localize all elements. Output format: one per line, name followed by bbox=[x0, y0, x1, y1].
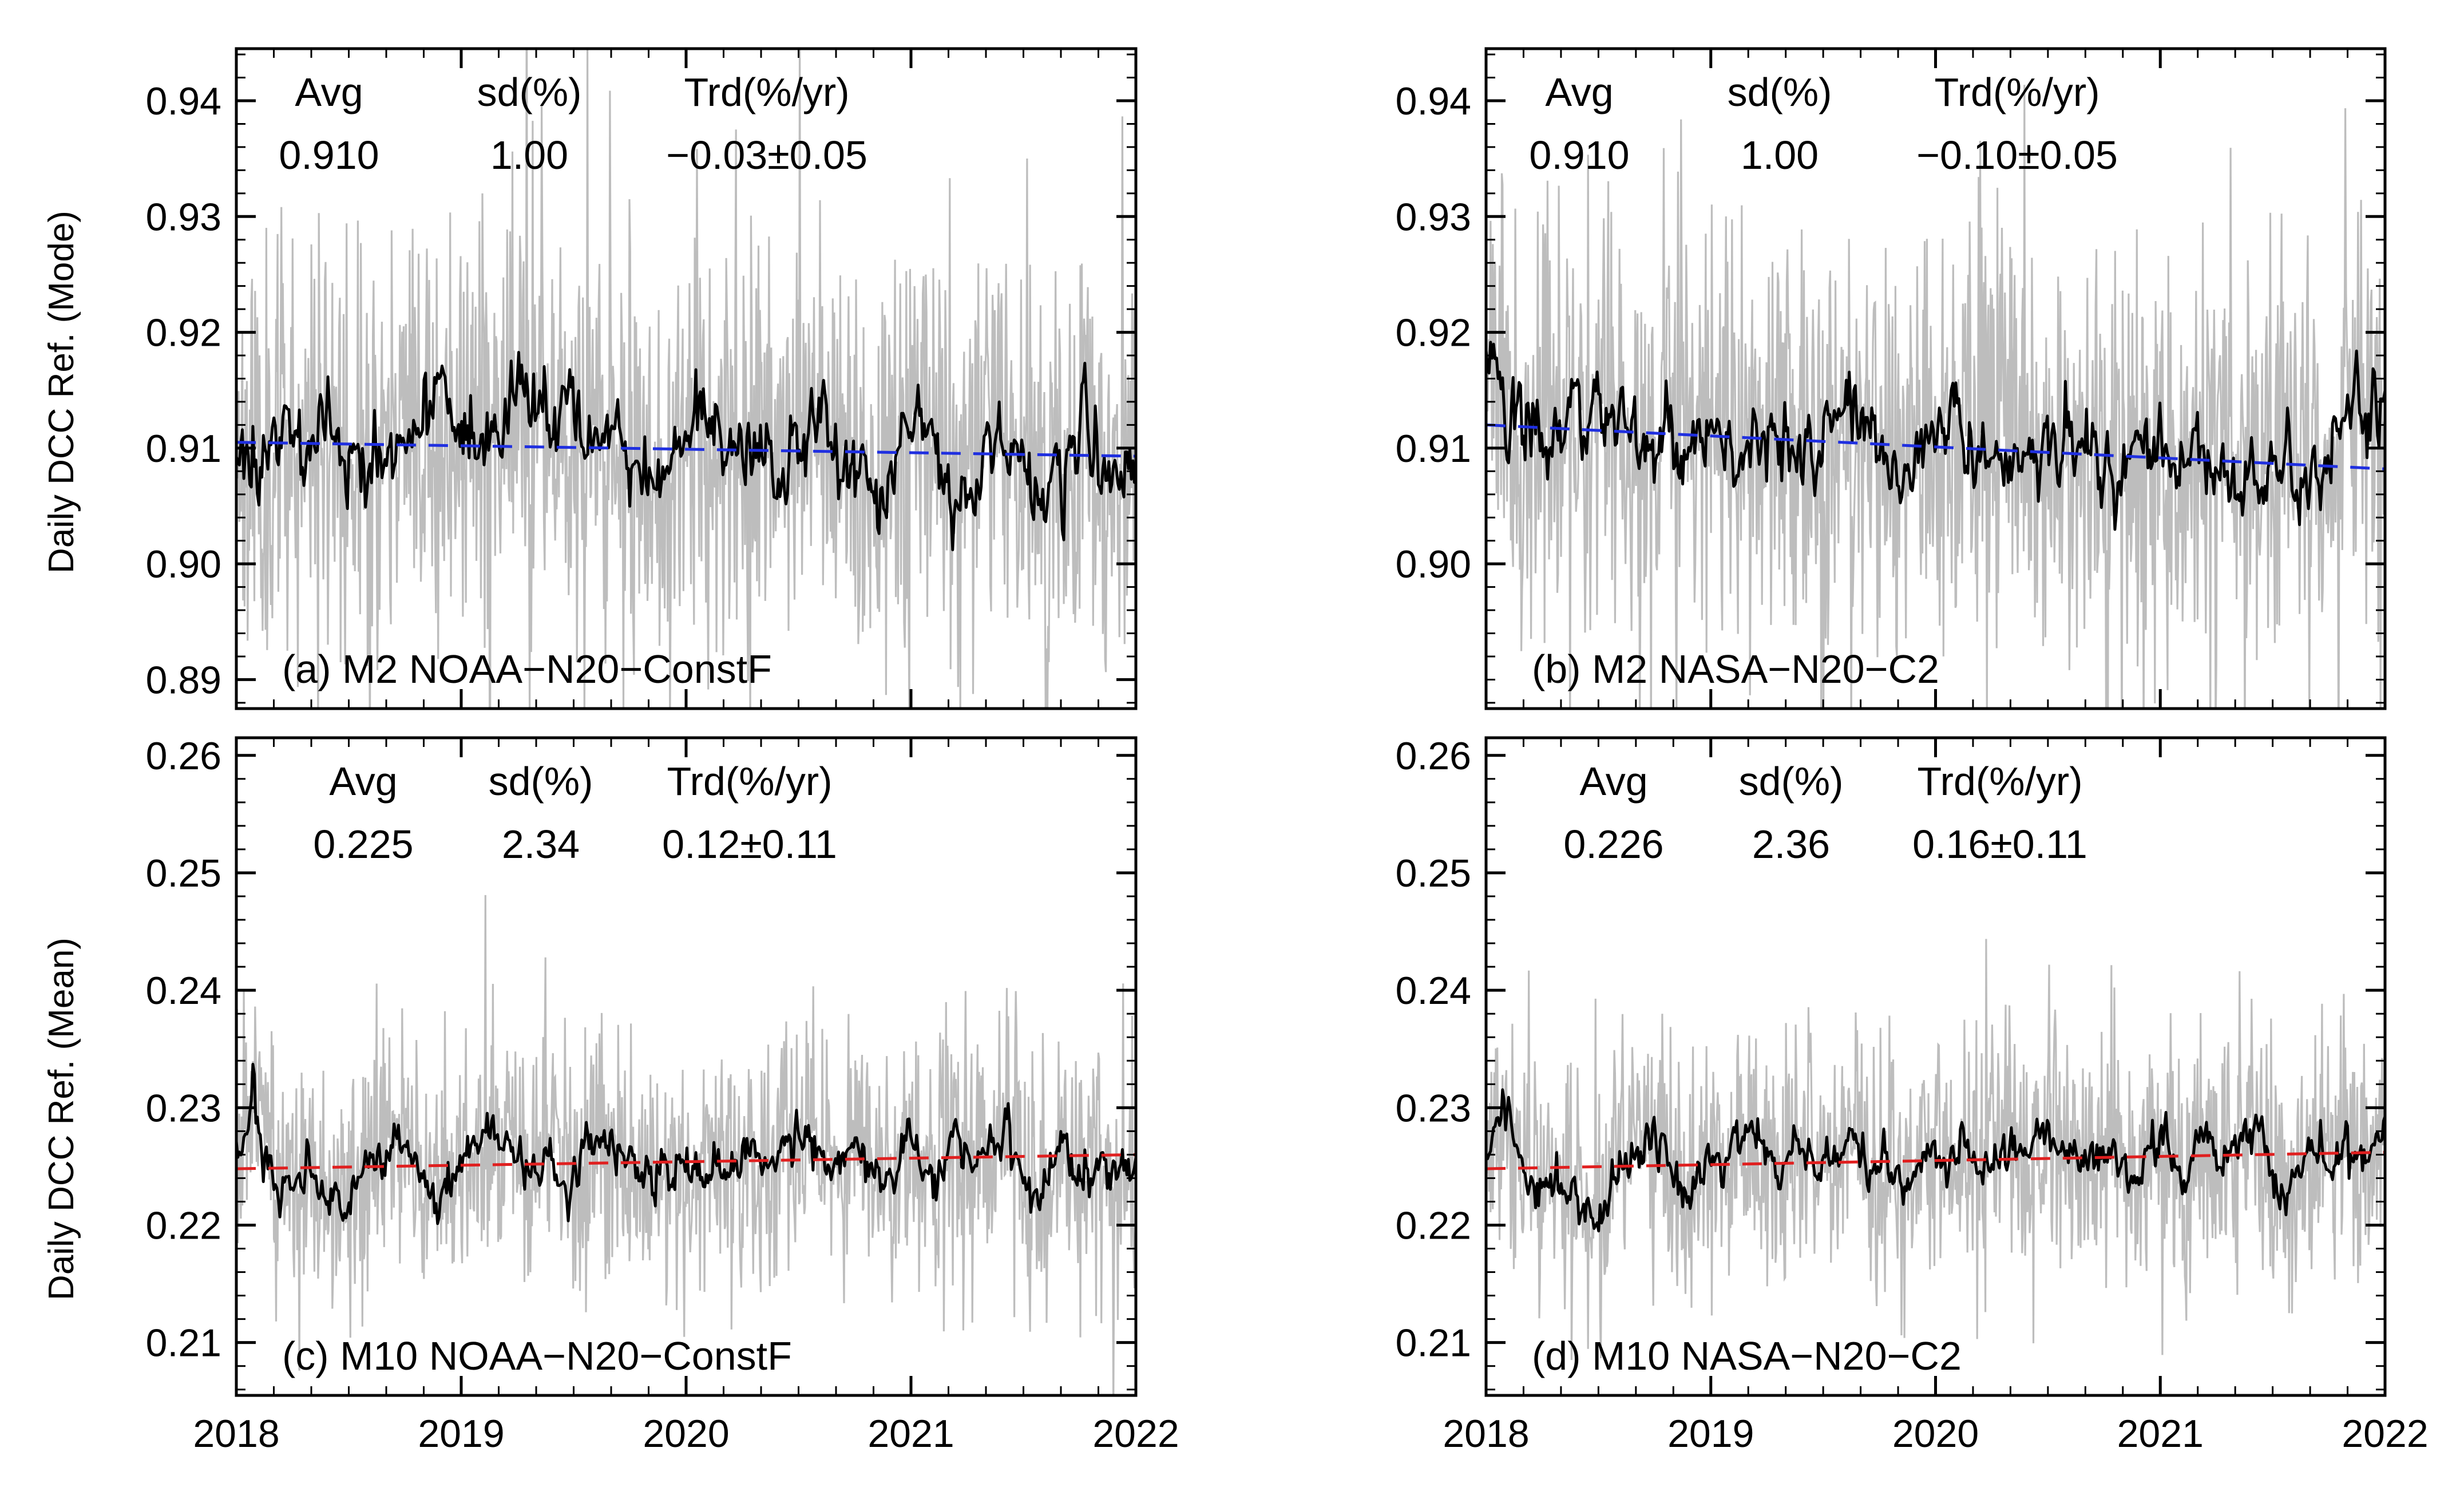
stat-trd-label: Trd(%/yr) bbox=[667, 759, 832, 804]
stat-trd-value: −0.03±0.05 bbox=[666, 133, 867, 177]
y-tick-label: 0.26 bbox=[146, 734, 221, 778]
stat-avg-label: Avg bbox=[295, 70, 363, 114]
y-tick-label: 0.90 bbox=[146, 543, 221, 586]
stat-avg-label: Avg bbox=[329, 759, 397, 804]
stat-avg-label: Avg bbox=[1545, 70, 1613, 114]
y-tick-label: 0.22 bbox=[146, 1204, 221, 1247]
trend-line bbox=[1486, 1150, 2385, 1170]
panel-a-m2-noaa: 0.89 0.90 0.91 0.92 0.93 0.94 Avg sd(%) Trd(%/yr… bbox=[146, 47, 1138, 710]
stat-sd-label: sd(%) bbox=[1728, 70, 1832, 114]
y-tick-label: 0.92 bbox=[1396, 311, 1471, 355]
stat-trd-value: −0.10±0.05 bbox=[1916, 133, 2118, 177]
stat-sd-value: 2.34 bbox=[502, 822, 580, 867]
y-axis-label-bottom: Daily DCC Ref. (Mean) bbox=[42, 938, 81, 1300]
x-tick-label: 2020 bbox=[1892, 1412, 1979, 1456]
y-tick-label: 0.92 bbox=[146, 311, 221, 355]
y-tick-label: 0.23 bbox=[146, 1086, 221, 1130]
stat-trd-value: 0.16±0.11 bbox=[1912, 822, 2087, 867]
stat-avg-value: 0.910 bbox=[279, 133, 379, 177]
y-tick-label: 0.91 bbox=[146, 427, 221, 470]
panel-label: (d) M10 NASA−N20−C2 bbox=[1532, 1334, 1962, 1378]
panel-label: (c) M10 NOAA−N20−ConstF bbox=[282, 1334, 792, 1378]
smoothed-series-line bbox=[236, 1063, 1136, 1225]
y-axis-label-top: Daily DCC Ref. (Mode) bbox=[42, 211, 81, 574]
stat-trd-value: 0.12±0.11 bbox=[662, 822, 837, 867]
trend-line bbox=[236, 1153, 1136, 1170]
stat-sd-value: 1.00 bbox=[490, 133, 568, 177]
smoothed-series-line bbox=[1486, 341, 2385, 531]
smoothed-series-line bbox=[236, 351, 1136, 551]
trend-line bbox=[236, 441, 1136, 458]
x-tick-label: 2018 bbox=[193, 1412, 279, 1456]
x-tick-label: 2022 bbox=[1092, 1412, 1179, 1456]
stat-avg-value: 0.910 bbox=[1529, 133, 1629, 177]
panel-d-m10-nasa: 0.21 0.22 0.23 0.24 0.25 0.26 2018 2019 2020 2021… bbox=[1396, 734, 2429, 1456]
y-tick-label: 0.25 bbox=[146, 852, 221, 895]
x-tick-label: 2021 bbox=[2117, 1412, 2204, 1456]
y-tick-label: 0.26 bbox=[1396, 734, 1471, 778]
y-tick-label: 0.93 bbox=[1396, 195, 1471, 239]
stat-sd-label: sd(%) bbox=[489, 759, 593, 804]
x-tick-label: 2021 bbox=[867, 1412, 954, 1456]
y-tick-label: 0.93 bbox=[146, 195, 221, 239]
panel-c-m10-noaa: 0.21 0.22 0.23 0.24 0.25 0.26 2018 2019 2020 2021… bbox=[146, 734, 1179, 1456]
x-tick-label: 2019 bbox=[1667, 1412, 1754, 1456]
y-tick-label: 0.21 bbox=[1396, 1322, 1471, 1365]
y-tick-label: 0.25 bbox=[1396, 852, 1471, 895]
panel-b-m2-nasa: 0.90 0.91 0.92 0.93 0.94 Avg sd(%) Trd(%/yr) 0.9… bbox=[1396, 47, 2387, 710]
x-tick-label: 2020 bbox=[643, 1412, 729, 1456]
x-tick-label: 2018 bbox=[1443, 1412, 1529, 1456]
y-tick-label: 0.89 bbox=[146, 658, 221, 702]
y-tick-label: 0.90 bbox=[1396, 543, 1471, 586]
trend-line bbox=[1486, 423, 2385, 470]
smoothed-series-line bbox=[1486, 1088, 2385, 1233]
daily-series-line bbox=[236, 49, 1136, 709]
panel-label: (b) M2 NASA−N20−C2 bbox=[1532, 647, 1939, 691]
y-tick-label: 0.24 bbox=[1396, 969, 1471, 1012]
stat-trd-label: Trd(%/yr) bbox=[684, 70, 849, 114]
y-tick-label: 0.23 bbox=[1396, 1086, 1471, 1130]
stat-trd-label: Trd(%/yr) bbox=[1917, 759, 2082, 804]
stat-sd-label: sd(%) bbox=[1739, 759, 1844, 804]
y-tick-label: 0.94 bbox=[146, 80, 221, 123]
y-tick-label: 0.22 bbox=[1396, 1204, 1471, 1247]
y-tick-label: 0.94 bbox=[1396, 80, 1471, 123]
y-tick-label: 0.24 bbox=[146, 969, 221, 1012]
stat-avg-value: 0.226 bbox=[1563, 822, 1663, 867]
y-tick-label: 0.21 bbox=[146, 1322, 221, 1365]
x-tick-label: 2022 bbox=[2342, 1412, 2428, 1456]
stat-sd-value: 2.36 bbox=[1752, 822, 1830, 867]
stat-trd-label: Trd(%/yr) bbox=[1934, 70, 2099, 114]
stat-sd-value: 1.00 bbox=[1741, 133, 1819, 177]
stat-sd-label: sd(%) bbox=[477, 70, 582, 114]
x-tick-label: 2019 bbox=[418, 1412, 504, 1456]
panel-label: (a) M2 NOAA−N20−ConstF bbox=[282, 647, 772, 691]
stat-avg-value: 0.225 bbox=[313, 822, 413, 867]
daily-series-line bbox=[1486, 85, 2385, 709]
stat-avg-label: Avg bbox=[1579, 759, 1647, 804]
y-tick-label: 0.91 bbox=[1396, 427, 1471, 470]
